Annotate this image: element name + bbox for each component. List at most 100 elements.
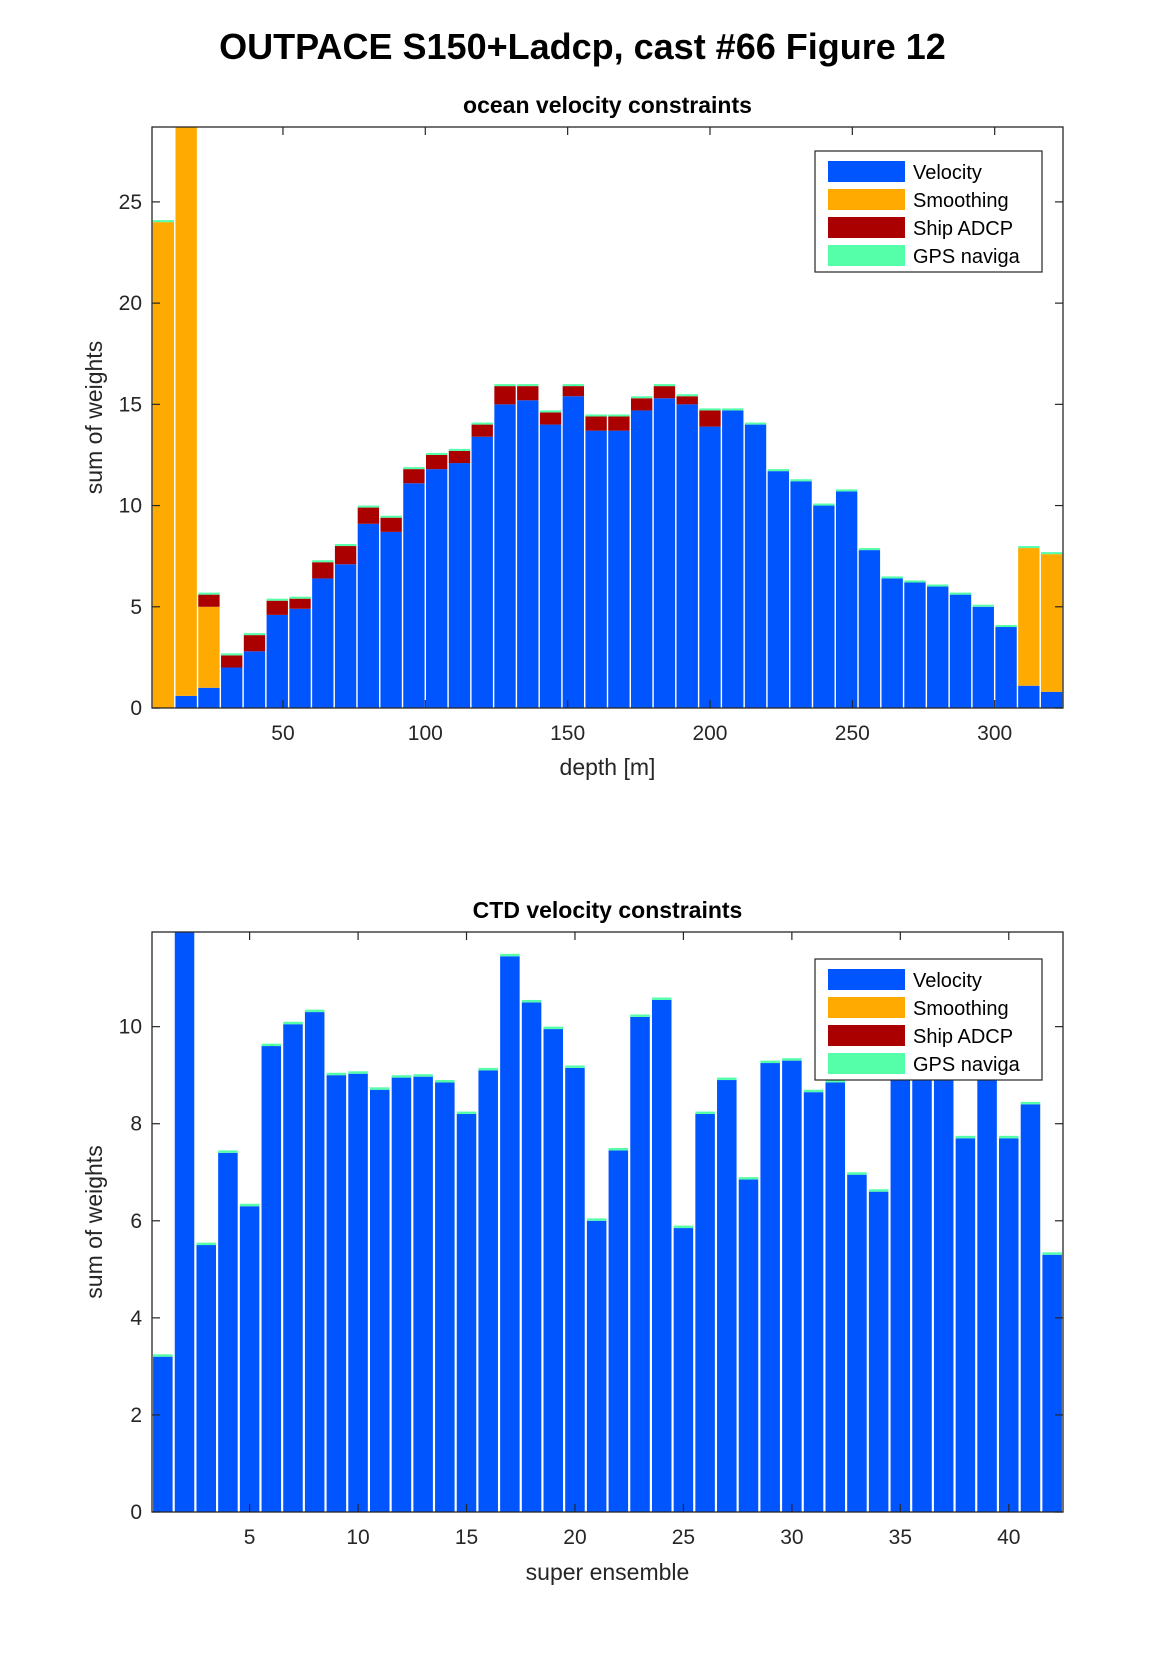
bar-gps-naviga-1 — [153, 1354, 173, 1357]
bar-gps-naviga-25 — [673, 1225, 694, 1229]
bar-velocity-5 — [239, 1206, 260, 1512]
bar-velocity-25 — [699, 426, 721, 708]
bar-ship-adcp-17 — [517, 386, 539, 401]
bar-velocity-5 — [243, 651, 266, 708]
x-tick-label: 10 — [346, 1526, 369, 1549]
bar-velocity-7 — [283, 1024, 303, 1512]
bar-velocity-30 — [813, 505, 835, 708]
bar-gps-naviga-10 — [357, 505, 380, 508]
bar-velocity-36 — [912, 1075, 932, 1512]
bar-gps-naviga-15 — [456, 1111, 477, 1115]
bar-velocity-12 — [403, 483, 425, 708]
bar-velocity-2 — [175, 695, 197, 708]
bar-gps-naviga-12 — [403, 467, 425, 470]
legend-swatch-gps-naviga — [828, 245, 905, 266]
y-tick-label: 25 — [119, 191, 142, 214]
bar-gps-naviga-17 — [500, 953, 520, 957]
bar-gps-naviga-19 — [562, 384, 585, 387]
bar-velocity-12 — [391, 1077, 412, 1512]
ocean-velocity-chart: 50 100 150 200 250 300 0 5 10 15 20 25 ocean velocit… — [81, 92, 1064, 780]
bar-gps-naviga-34 — [868, 1189, 889, 1192]
bar-velocity-39 — [1018, 685, 1040, 708]
x-tick-label: 200 — [692, 722, 727, 745]
bar-velocity-40 — [999, 1138, 1019, 1512]
bar-velocity-13 — [413, 1076, 433, 1512]
bar-gps-naviga-41 — [1020, 1101, 1041, 1105]
legend-label: Velocity — [913, 970, 982, 992]
y-tick-label: 4 — [130, 1307, 142, 1330]
bar-velocity-11 — [380, 531, 402, 708]
bar-ship-adcp-14 — [448, 450, 471, 464]
bar-gps-naviga-7 — [283, 1021, 303, 1025]
bar-gps-naviga-40 — [999, 1135, 1019, 1139]
y-tick-label: 0 — [130, 697, 142, 720]
bar-gps-naviga-38 — [955, 1135, 976, 1139]
bar-velocity-35 — [927, 586, 949, 708]
x-tick-label: 30 — [780, 1526, 803, 1549]
bar-gps-naviga-24 — [676, 394, 698, 397]
bar-velocity-10 — [357, 523, 380, 708]
bar-velocity-38 — [955, 1138, 976, 1512]
bar-gps-naviga-6 — [261, 1043, 282, 1047]
bar-velocity-29 — [760, 1063, 780, 1512]
x-tick-label: 40 — [997, 1526, 1020, 1549]
bar-ship-adcp-21 — [608, 416, 630, 431]
bar-gps-naviga-13 — [413, 1074, 433, 1077]
bar-velocity-26 — [722, 410, 744, 708]
bar-gps-naviga-30 — [782, 1058, 802, 1061]
bar-velocity-3 — [196, 1245, 216, 1512]
bar-velocity-32 — [825, 1082, 846, 1512]
bar-gps-naviga-23 — [630, 1014, 650, 1017]
bar-velocity-23 — [653, 398, 676, 708]
y-tick-label: 5 — [130, 596, 142, 619]
bar-velocity-38 — [995, 627, 1017, 708]
bar-gps-naviga-30 — [813, 503, 835, 506]
x-tick-label: 5 — [244, 1526, 256, 1549]
bar-ship-adcp-6 — [266, 600, 288, 615]
bar-gps-naviga-37 — [972, 604, 994, 607]
bar-gps-naviga-7 — [289, 596, 311, 599]
bar-ship-adcp-20 — [585, 416, 607, 431]
bar-gps-naviga-36 — [949, 592, 972, 595]
bar-smoothing-39 — [1018, 548, 1040, 686]
x-tick-label: 100 — [408, 722, 443, 745]
bar-velocity-17 — [517, 400, 539, 708]
legend-label: Ship ADCP — [913, 218, 1013, 240]
chart-title: CTD velocity constraints — [473, 897, 743, 923]
bar-gps-naviga-3 — [198, 592, 220, 595]
bar-velocity-24 — [676, 404, 698, 708]
y-tick-label: 0 — [130, 1501, 142, 1524]
bar-velocity-25 — [673, 1228, 694, 1512]
bar-ship-adcp-3 — [198, 594, 220, 607]
bar-gps-naviga-18 — [521, 999, 542, 1003]
y-tick-label: 20 — [119, 292, 142, 315]
bar-gps-naviga-4 — [218, 1150, 238, 1153]
y-axis-label: sum of weights — [81, 341, 107, 494]
x-tick-label: 250 — [835, 722, 870, 745]
bar-velocity-14 — [435, 1082, 455, 1512]
bar-ship-adcp-18 — [539, 412, 562, 425]
bar-ship-adcp-15 — [471, 424, 493, 437]
x-tick-label: 20 — [563, 1526, 586, 1549]
bar-gps-naviga-6 — [266, 598, 288, 601]
x-tick-label: 50 — [271, 722, 294, 745]
bar-gps-naviga-16 — [478, 1067, 498, 1071]
bar-gps-naviga-25 — [699, 408, 721, 411]
bar-velocity-16 — [494, 404, 516, 708]
y-tick-label: 6 — [130, 1210, 142, 1233]
bar-velocity-11 — [369, 1089, 390, 1512]
bar-velocity-8 — [312, 578, 334, 708]
y-tick-label: 2 — [130, 1404, 142, 1427]
legend-label: Smoothing — [913, 190, 1009, 212]
legend-label: Ship ADCP — [913, 1026, 1013, 1048]
legend-swatch-gps-naviga — [828, 1053, 905, 1074]
bar-velocity-10 — [348, 1073, 368, 1512]
bar-ship-adcp-22 — [630, 398, 653, 411]
bar-velocity-28 — [738, 1179, 759, 1512]
bar-smoothing-2 — [175, 127, 197, 696]
bar-gps-naviga-35 — [927, 584, 949, 587]
bar-velocity-9 — [326, 1075, 347, 1512]
bar-ship-adcp-19 — [562, 386, 585, 397]
bar-gps-naviga-18 — [539, 410, 562, 413]
